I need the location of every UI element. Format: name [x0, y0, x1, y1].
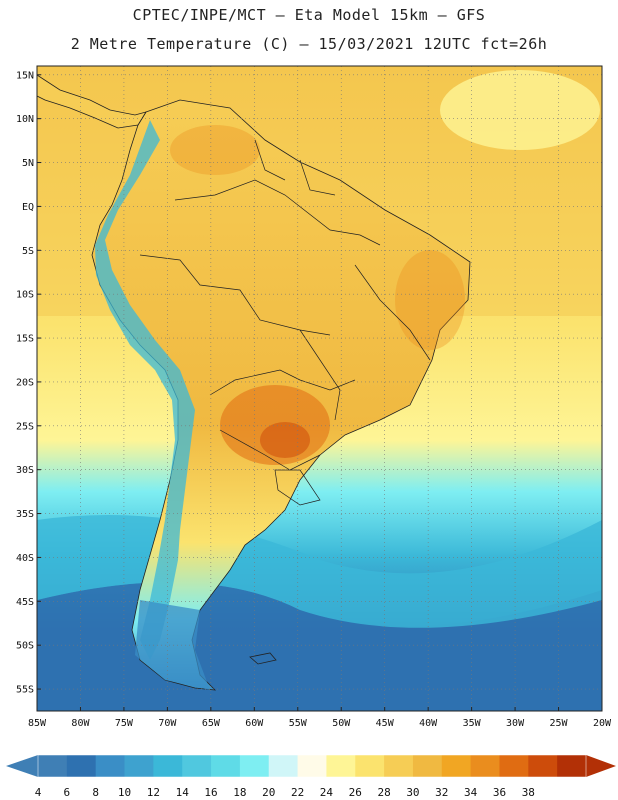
lon-tick-label: 45W: [376, 718, 395, 729]
colorbar-segment: [182, 755, 212, 777]
lon-tick-label: 55W: [289, 718, 308, 729]
colorbar-segment: [66, 755, 97, 777]
lat-tick-label: 5N: [22, 158, 34, 169]
colorbar-label: 20: [262, 786, 275, 799]
heat-core-center: [260, 422, 310, 458]
lon-tick-label: 50W: [332, 718, 351, 729]
lat-tick-label: 30S: [16, 465, 34, 476]
lat-tick-label: 25S: [16, 421, 34, 432]
colorbar-label: 24: [320, 786, 334, 799]
colorbar-label: 38: [522, 786, 535, 799]
lon-tick-label: 75W: [115, 718, 134, 729]
lat-tick-label: EQ: [22, 202, 34, 213]
lat-tick-label: 10S: [16, 290, 34, 301]
central-america-land: [37, 74, 147, 129]
colorbar-segment: [38, 755, 68, 777]
map-title-variable: 2 Metre Temperature (C) – 15/03/2021 12U…: [70, 35, 548, 53]
colorbar-label: 6: [64, 786, 71, 799]
colorbar-over-arrow: [586, 755, 616, 777]
heat-area-east: [395, 250, 465, 350]
colorbar-label: 12: [147, 786, 160, 799]
longitude-axis: 85W 80W 75W 70W 65W 60W 55W 50W 45W 40W 35W 30W 25W 2…: [28, 707, 612, 729]
heat-area-north: [170, 125, 260, 175]
lat-tick-label: 55S: [16, 685, 34, 696]
colorbar-segment: [239, 755, 270, 777]
colorbar-under-arrow: [6, 755, 38, 777]
lon-tick-label: 60W: [245, 718, 264, 729]
colorbar-label: 36: [493, 786, 506, 799]
colorbar-label: 16: [204, 786, 217, 799]
lon-tick-label: 80W: [71, 718, 90, 729]
colorbar-segment: [211, 755, 241, 777]
colorbar-label: 26: [349, 786, 362, 799]
colorbar-outline: [37, 754, 587, 778]
lat-tick-label: 15S: [16, 334, 34, 345]
lat-tick-label: 15N: [16, 70, 34, 81]
colorbar-segment: [557, 755, 587, 777]
country-borders: [139, 139, 431, 506]
colorbar-label: 18: [233, 786, 246, 799]
latitude-axis: 15N 10N 5N EQ 5S 10S 15S 20S 25S 30S 35S 40S 45S 50S 5…: [16, 70, 41, 696]
lat-tick-label: 5S: [22, 246, 34, 257]
colorbar-segment: [355, 755, 385, 777]
colorbar-segment: [95, 755, 126, 777]
lon-tick-label: 25W: [550, 718, 569, 729]
lon-tick-label: 70W: [158, 718, 177, 729]
colorbar-labels: 4 6 8 10 12 14 16 18 20 22 24 26 28 30 32 34 36 38: [35, 786, 535, 799]
colorbar-label: 14: [176, 786, 190, 799]
colorbar-segment: [124, 755, 154, 777]
colorbar-segment: [441, 755, 472, 777]
colorbar-label: 30: [406, 786, 419, 799]
colorbar-segment: [384, 755, 414, 777]
colorbar-segment: [528, 755, 558, 777]
lon-tick-label: 35W: [463, 718, 482, 729]
map-frame: [36, 65, 603, 712]
colorbar-segment: [268, 755, 299, 777]
colorbar-label: 34: [464, 786, 478, 799]
lon-tick-label: 20W: [593, 718, 612, 729]
lat-tick-label: 35S: [16, 509, 34, 520]
andes-cold-strip: [95, 120, 195, 660]
pale-ocean-patch: [440, 70, 600, 150]
lat-tick-label: 50S: [16, 641, 34, 652]
map-title-model: CPTEC/INPE/MCT – Eta Model 15km – GFS: [132, 6, 486, 24]
lat-tick-label: 45S: [16, 597, 34, 608]
lat-tick-label: 40S: [16, 553, 34, 564]
colorbar-label: 28: [377, 786, 390, 799]
colorbar-segment: [412, 755, 443, 777]
colorbar-label: 22: [291, 786, 304, 799]
colorbar-segment: [470, 755, 500, 777]
colorbar-segment: [297, 755, 327, 777]
lat-tick-label: 10N: [16, 114, 34, 125]
lon-tick-label: 40W: [419, 718, 438, 729]
map-field: [37, 66, 602, 711]
colorbar-label: 8: [92, 786, 99, 799]
colorbar-segment: [326, 755, 356, 777]
patagonia-cold-area: [135, 600, 210, 690]
lon-tick-label: 85W: [28, 718, 47, 729]
colorbar-label: 32: [435, 786, 448, 799]
lon-tick-label: 30W: [506, 718, 525, 729]
lat-tick-label: 20S: [16, 377, 34, 388]
colorbar: [6, 754, 616, 778]
colorbar-segment: [153, 755, 183, 777]
colorbar-segment: [499, 755, 529, 777]
falkland-islands: [249, 652, 277, 665]
lon-tick-label: 65W: [202, 718, 221, 729]
colorbar-label: 10: [118, 786, 131, 799]
colorbar-label: 4: [35, 786, 42, 799]
